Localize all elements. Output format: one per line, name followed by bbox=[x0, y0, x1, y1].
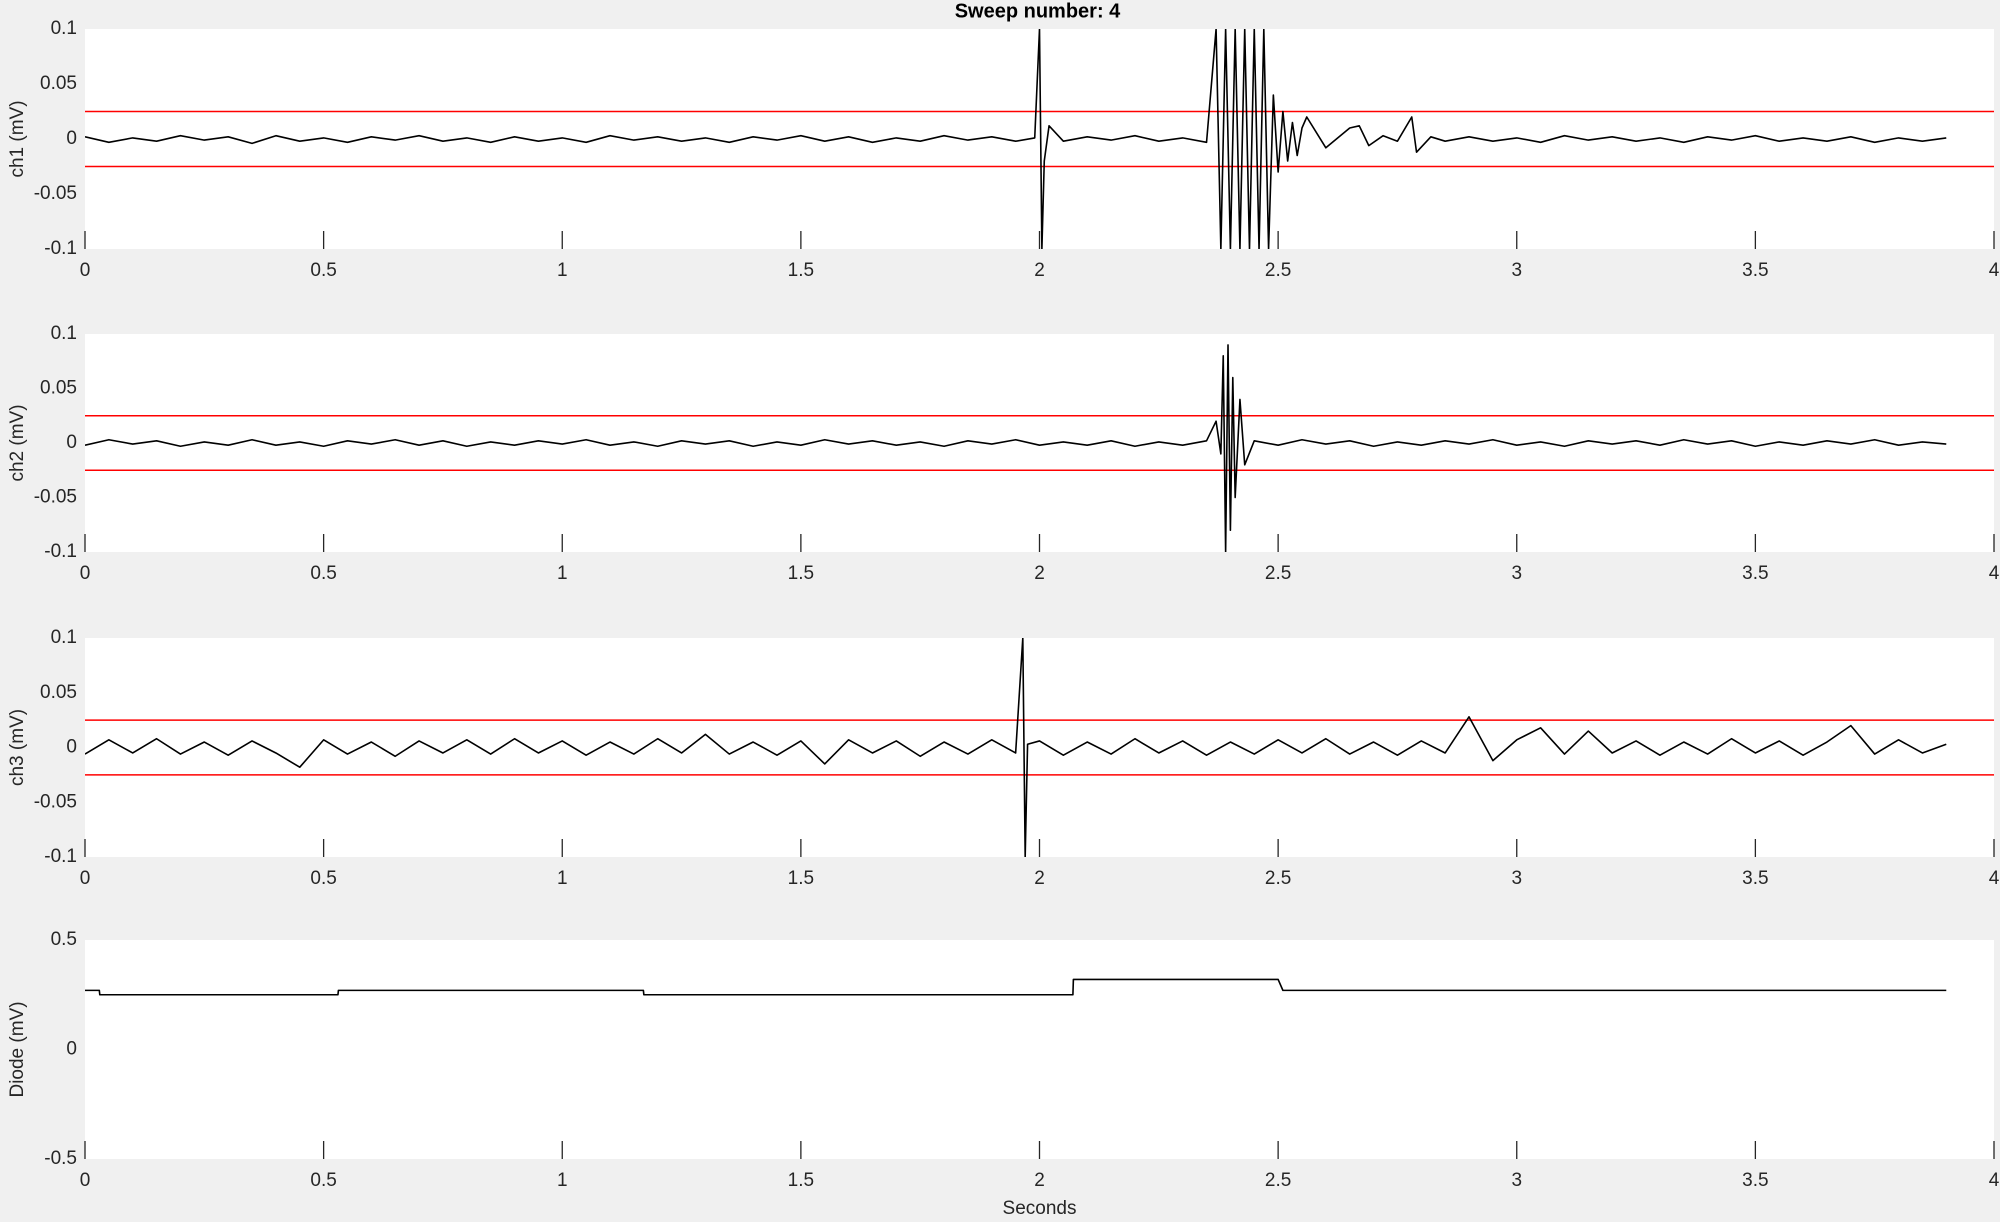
x-tick-label: 4 bbox=[1989, 563, 2000, 584]
axes-background bbox=[85, 638, 1994, 857]
y-tick-label: -0.05 bbox=[34, 183, 77, 204]
x-tick-label: 0.5 bbox=[310, 1170, 336, 1191]
y-axis-label: ch3 (mV) bbox=[7, 709, 28, 786]
y-tick-label: -0.05 bbox=[34, 791, 77, 812]
trace bbox=[85, 978, 1947, 996]
x-tick-label: 3.5 bbox=[1742, 563, 1768, 584]
x-tick-label: 2 bbox=[1034, 1170, 1045, 1191]
x-tick-label: 0 bbox=[80, 260, 91, 281]
y-axis-label: Diode (mV) bbox=[7, 1001, 28, 1097]
y-tick-label: 0 bbox=[66, 432, 77, 453]
x-tick-label: 4 bbox=[1989, 260, 2000, 281]
y-tick-label: 0.1 bbox=[51, 18, 77, 39]
x-tick-label: 3.5 bbox=[1742, 1170, 1768, 1191]
y-tick-label: 0.05 bbox=[40, 73, 77, 94]
trace bbox=[85, 29, 1947, 249]
x-tick-label: 1.5 bbox=[788, 563, 814, 584]
x-tick-label: 0 bbox=[80, 563, 91, 584]
y-tick-label: 0 bbox=[66, 128, 77, 149]
x-tick-label: 2 bbox=[1034, 563, 1045, 584]
x-tick-label: 1 bbox=[557, 1170, 568, 1191]
x-tick-label: 0.5 bbox=[310, 868, 336, 889]
trace bbox=[85, 344, 1947, 552]
y-tick-label: -0.5 bbox=[44, 1148, 77, 1169]
x-tick-label: 1 bbox=[557, 868, 568, 889]
x-tick-label: 3 bbox=[1511, 1170, 1522, 1191]
x-tick-label: 2 bbox=[1034, 868, 1045, 889]
x-tick-label: 0.5 bbox=[310, 260, 336, 281]
x-tick-label: 4 bbox=[1989, 868, 2000, 889]
x-axis-label: Seconds bbox=[1003, 1198, 1077, 1219]
x-tick-label: 2.5 bbox=[1265, 563, 1291, 584]
y-tick-label: -0.1 bbox=[44, 238, 77, 259]
x-tick-label: 2.5 bbox=[1265, 868, 1291, 889]
axes-background bbox=[85, 334, 1994, 552]
y-axis-label: ch1 (mV) bbox=[7, 100, 28, 177]
x-tick-label: 2.5 bbox=[1265, 260, 1291, 281]
y-tick-label: 0.5 bbox=[51, 929, 77, 950]
trace bbox=[85, 638, 1947, 857]
x-tick-label: 1 bbox=[557, 563, 568, 584]
x-tick-label: 3.5 bbox=[1742, 868, 1768, 889]
x-tick-label: 3 bbox=[1511, 868, 1522, 889]
y-axis-label: ch2 (mV) bbox=[7, 404, 28, 481]
x-tick-label: 3 bbox=[1511, 563, 1522, 584]
chart-title: Sweep number: 4 bbox=[955, 0, 1121, 22]
y-tick-label: 0.1 bbox=[51, 627, 77, 648]
y-tick-label: -0.05 bbox=[34, 487, 77, 508]
x-tick-label: 2 bbox=[1034, 260, 1045, 281]
x-tick-label: 4 bbox=[1989, 1170, 2000, 1191]
y-tick-label: -0.1 bbox=[44, 846, 77, 867]
y-tick-label: 0.05 bbox=[40, 378, 77, 399]
x-tick-label: 3.5 bbox=[1742, 260, 1768, 281]
y-tick-label: -0.1 bbox=[44, 541, 77, 562]
x-tick-label: 0 bbox=[80, 868, 91, 889]
x-tick-label: 2.5 bbox=[1265, 1170, 1291, 1191]
x-tick-label: 1.5 bbox=[788, 260, 814, 281]
x-tick-label: 1.5 bbox=[788, 868, 814, 889]
y-tick-label: 0 bbox=[66, 737, 77, 758]
x-tick-label: 1.5 bbox=[788, 1170, 814, 1191]
x-tick-label: 3 bbox=[1511, 260, 1522, 281]
y-tick-label: 0.05 bbox=[40, 682, 77, 703]
x-tick-label: 0 bbox=[80, 1170, 91, 1191]
axes-background bbox=[85, 940, 1994, 1159]
x-tick-label: 1 bbox=[557, 260, 568, 281]
y-tick-label: 0.1 bbox=[51, 323, 77, 344]
x-tick-label: 0.5 bbox=[310, 563, 336, 584]
y-tick-label: 0 bbox=[66, 1039, 77, 1060]
